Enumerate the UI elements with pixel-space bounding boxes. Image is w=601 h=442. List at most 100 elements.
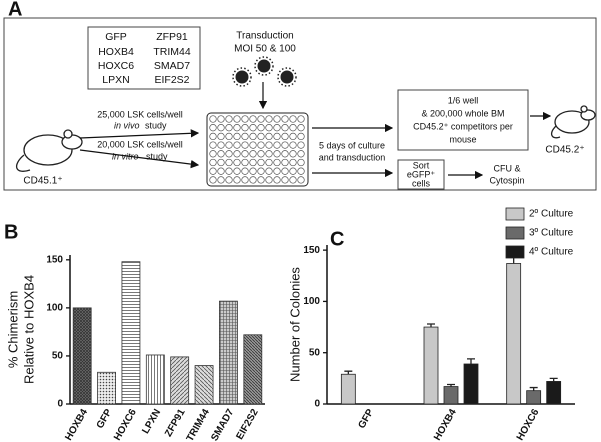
y-tick-label: 100 bbox=[46, 303, 63, 314]
well bbox=[217, 124, 225, 132]
well bbox=[249, 124, 257, 132]
well bbox=[209, 124, 217, 132]
well bbox=[233, 141, 241, 149]
transplant-text: CD45.2⁺ competitors per bbox=[413, 121, 513, 131]
well bbox=[297, 132, 305, 141]
well bbox=[233, 150, 241, 158]
bar bbox=[243, 334, 263, 405]
gene: LPXN bbox=[102, 74, 129, 86]
in-vitro-rest: study bbox=[146, 151, 168, 161]
well bbox=[217, 132, 225, 141]
well bbox=[225, 150, 233, 158]
y-axis-label: Number of Colonies bbox=[287, 267, 302, 382]
x-tick-label: HOXB4 bbox=[432, 407, 459, 442]
arrow bbox=[79, 129, 200, 139]
well bbox=[281, 124, 289, 132]
arrow bbox=[79, 149, 200, 169]
well bbox=[297, 150, 305, 158]
panel-label: C bbox=[330, 228, 344, 250]
well bbox=[273, 167, 281, 175]
y-tick-label: 50 bbox=[52, 351, 64, 362]
gene: SMAD7 bbox=[154, 60, 190, 72]
well bbox=[281, 158, 289, 167]
bar bbox=[219, 300, 238, 405]
x-tick-label: HOXB4 bbox=[63, 407, 90, 442]
transplant-text: 1/6 well bbox=[448, 95, 479, 105]
error-bar bbox=[447, 383, 455, 387]
well bbox=[209, 132, 217, 141]
well bbox=[217, 176, 225, 184]
well bbox=[241, 115, 249, 123]
gene: EIF2S2 bbox=[154, 74, 189, 86]
bar bbox=[97, 371, 116, 405]
well bbox=[233, 132, 241, 141]
y-tick-label: 100 bbox=[303, 296, 320, 307]
well bbox=[249, 167, 257, 175]
well bbox=[289, 124, 297, 132]
sort-text: cells bbox=[412, 178, 431, 188]
bar bbox=[340, 373, 356, 405]
well bbox=[241, 176, 249, 184]
well bbox=[225, 124, 233, 132]
legend-label: 4º Culture bbox=[529, 247, 574, 258]
well bbox=[297, 167, 305, 175]
well bbox=[297, 141, 305, 149]
well bbox=[289, 132, 297, 141]
y-tick-label: 50 bbox=[309, 347, 321, 358]
bar bbox=[194, 365, 214, 405]
gene: ZFP91 bbox=[156, 31, 188, 43]
transplant-text: mouse bbox=[449, 134, 476, 144]
well bbox=[233, 176, 241, 184]
well bbox=[209, 141, 217, 149]
donor-label: CD45.1⁺ bbox=[23, 176, 62, 187]
bar bbox=[463, 363, 479, 405]
well bbox=[217, 115, 225, 123]
bar bbox=[121, 261, 141, 405]
well bbox=[249, 150, 257, 158]
well bbox=[217, 158, 225, 167]
well bbox=[265, 176, 273, 184]
culture-text: and transduction bbox=[319, 152, 386, 162]
well bbox=[297, 115, 305, 123]
well bbox=[257, 167, 265, 175]
well bbox=[249, 176, 257, 184]
well bbox=[241, 150, 249, 158]
chart: C Number of Colonies 0 50 100 150 2º Culture 3º… bbox=[287, 207, 575, 442]
x-tick-label: GFP bbox=[356, 407, 376, 431]
well bbox=[273, 132, 281, 141]
x-tick-label: SMAD7 bbox=[209, 407, 236, 442]
x-tick-label: GFP bbox=[95, 407, 115, 431]
sort-text: eGFP⁺ bbox=[407, 169, 436, 179]
x-tick-label: TRIM44 bbox=[185, 407, 213, 442]
transduction: MOI 50 & 100 bbox=[234, 44, 296, 55]
bar bbox=[506, 263, 522, 405]
well bbox=[209, 158, 217, 167]
well bbox=[257, 124, 265, 132]
x-tick-label: LPXN bbox=[140, 407, 163, 436]
chart: B % Chimerism Relative to HOXB4 0 50 100 150 HO… bbox=[4, 221, 265, 442]
well bbox=[265, 132, 273, 141]
transplant-text: & 200,000 whole BM bbox=[421, 108, 504, 118]
gene: HOXB4 bbox=[98, 46, 134, 58]
legend-label: 3º Culture bbox=[529, 228, 574, 239]
donor-mouse bbox=[16, 129, 83, 172]
well bbox=[273, 176, 281, 184]
transduction: Transduction bbox=[236, 31, 293, 42]
well bbox=[217, 141, 225, 149]
well bbox=[209, 176, 217, 184]
x-tick-label: ZFP91 bbox=[163, 407, 188, 439]
well bbox=[209, 150, 217, 158]
well bbox=[217, 167, 225, 175]
panel-label: A bbox=[8, 0, 22, 20]
bar bbox=[526, 390, 542, 405]
error-bar bbox=[549, 377, 558, 382]
well bbox=[281, 150, 289, 158]
well bbox=[289, 176, 297, 184]
well bbox=[273, 141, 281, 149]
well bbox=[233, 124, 241, 132]
well bbox=[273, 158, 281, 167]
well bbox=[265, 158, 273, 167]
well bbox=[257, 176, 265, 184]
well bbox=[289, 158, 297, 167]
y-tick-label: 150 bbox=[46, 254, 63, 265]
